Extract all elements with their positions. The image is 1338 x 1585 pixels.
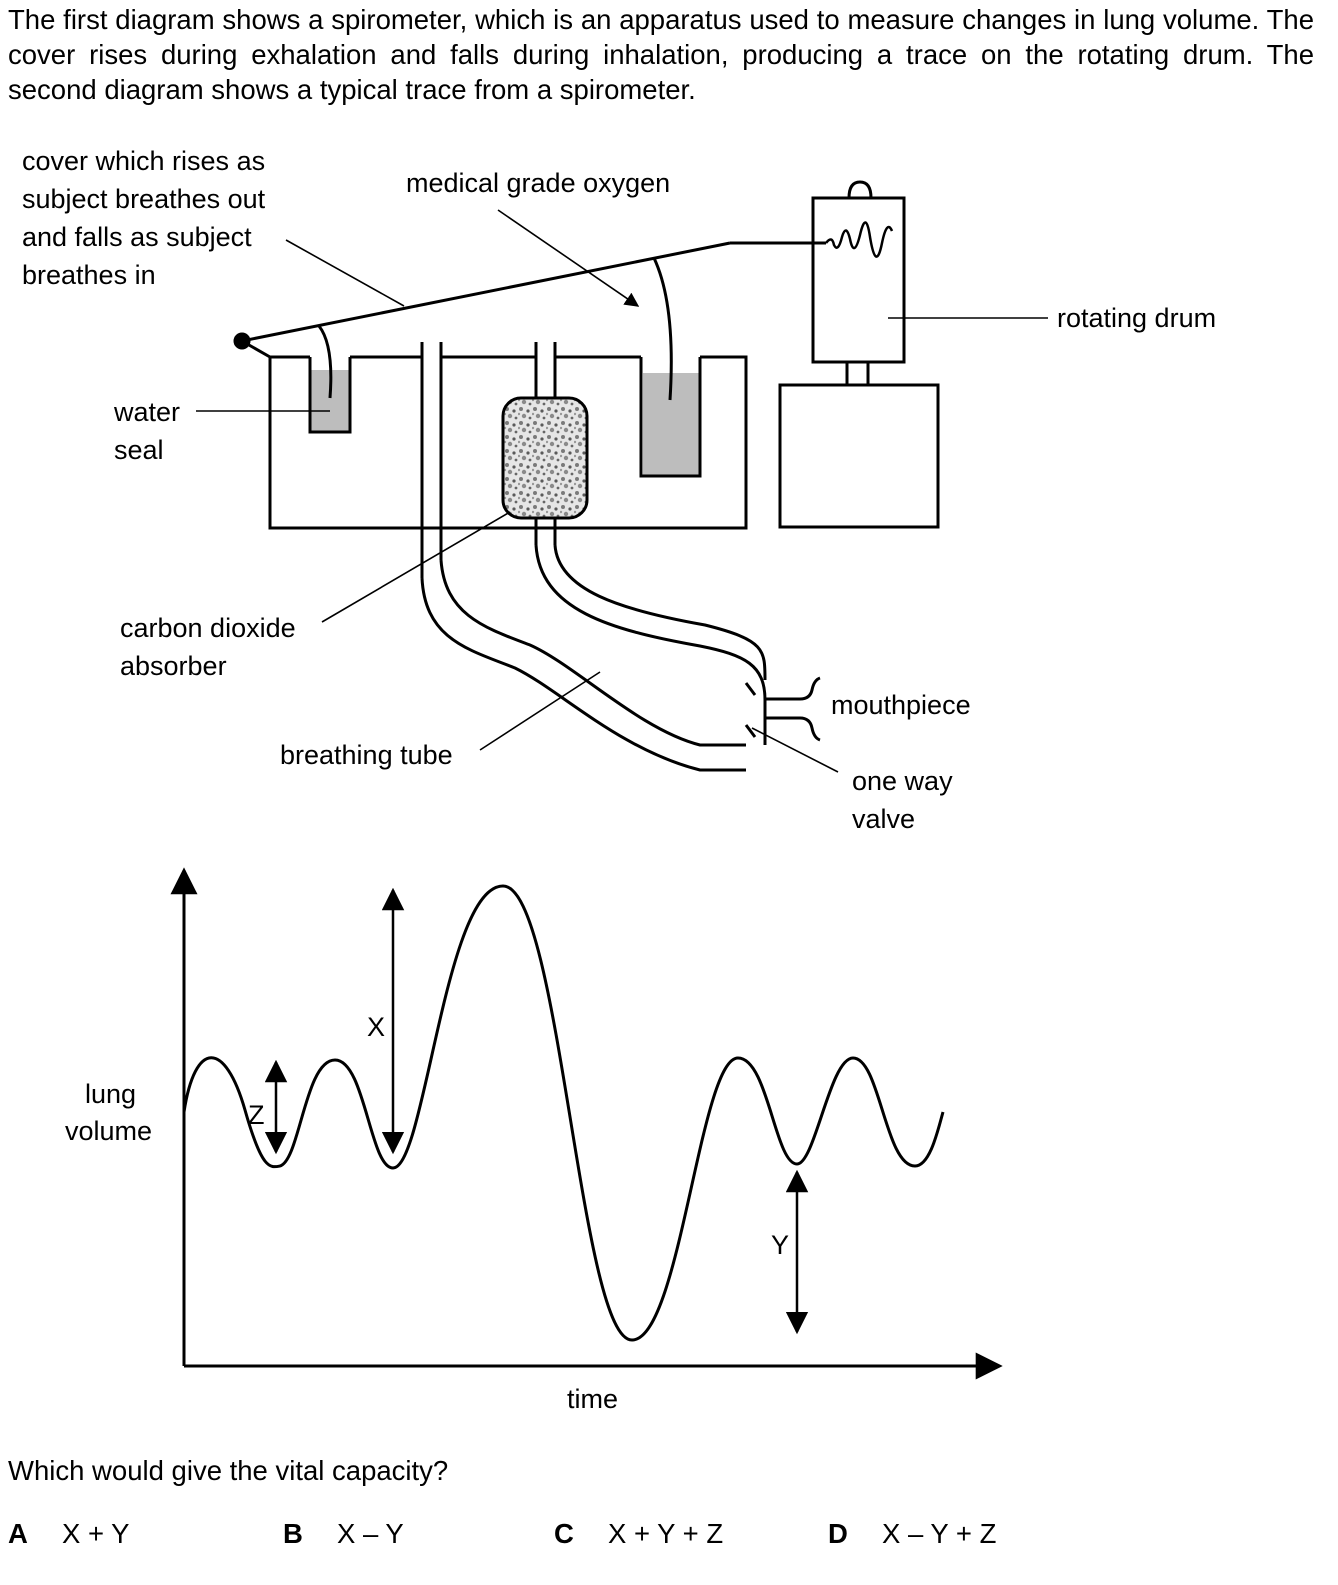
trough-right xyxy=(639,357,702,478)
absorber-label-1: carbon dioxide xyxy=(120,613,296,643)
drum-trace xyxy=(825,221,894,258)
valve-label-1: one way xyxy=(852,766,953,796)
absorber-label-2: absorber xyxy=(120,651,227,681)
volume-trace xyxy=(182,884,945,1342)
question-text: Which would give the vital capacity? xyxy=(8,1455,449,1486)
option-letter: A xyxy=(8,1518,28,1549)
option-letter: D xyxy=(828,1518,848,1549)
seal-label-2: seal xyxy=(114,435,164,465)
tank xyxy=(268,355,748,530)
cover-label-3: and falls as subject xyxy=(22,222,252,252)
one-way-valve-b xyxy=(744,724,757,738)
x-axis-label: time xyxy=(567,1384,618,1414)
option-a[interactable]: A X + Y xyxy=(8,1518,130,1550)
cover-dip-left xyxy=(317,325,333,399)
cover-label-4: breathes in xyxy=(22,260,156,290)
y-axis-label-2: volume xyxy=(65,1116,152,1146)
y-marker-label: Y xyxy=(771,1230,789,1260)
option-letter: C xyxy=(554,1518,574,1549)
option-text: X – Y + Z xyxy=(882,1518,997,1549)
valve-label-2: valve xyxy=(852,804,915,834)
leader-lines xyxy=(196,209,1048,773)
absorber-canister xyxy=(501,396,589,520)
drum-spindle xyxy=(845,360,870,387)
option-text: X + Y + Z xyxy=(608,1518,724,1549)
option-text: X + Y xyxy=(62,1518,130,1549)
drum-label: rotating drum xyxy=(1057,303,1216,333)
spirometer-diagram xyxy=(233,180,940,772)
option-d[interactable]: D X – Y + Z xyxy=(828,1518,996,1550)
mouthpiece-flare xyxy=(799,676,821,742)
option-letter: B xyxy=(283,1518,303,1549)
return-tube-inner xyxy=(553,544,767,681)
diagram-labels: cover which rises as subject breathes ou… xyxy=(22,146,1216,834)
option-c[interactable]: C X + Y + Z xyxy=(554,1518,723,1550)
trough-left xyxy=(308,357,352,434)
answer-options: A X + Y B X – Y C X + Y + Z D X – Y + Z xyxy=(8,1518,1328,1558)
breathing-tube-inner xyxy=(439,559,746,747)
oxygen-label: medical grade oxygen xyxy=(406,168,670,198)
option-text: X – Y xyxy=(337,1518,404,1549)
intro-text: The first diagram shows a spirometer, wh… xyxy=(8,4,1314,105)
drum-handle xyxy=(847,180,873,199)
leader-cover xyxy=(285,239,405,307)
figure: cover which rises as subject breathes ou… xyxy=(22,146,1216,1414)
pivot-dot xyxy=(233,332,251,350)
trace-labels: lung volume time X Z Y xyxy=(65,1012,789,1414)
y-axis-label-1: lung xyxy=(85,1079,136,1109)
cover-dip-right xyxy=(652,257,673,401)
trace-graph xyxy=(170,867,1003,1380)
leader-tube xyxy=(479,671,601,751)
seal-label-1: water xyxy=(113,397,180,427)
rotating-drum xyxy=(811,196,906,364)
leader-oxygen xyxy=(497,209,640,307)
leader-valve xyxy=(751,727,839,773)
tube-label: breathing tube xyxy=(280,740,453,770)
return-tube-outer xyxy=(534,544,767,745)
mouthpiece-label: mouthpiece xyxy=(831,690,971,720)
cover-label-2: subject breathes out xyxy=(22,184,266,214)
one-way-valve xyxy=(744,682,757,696)
leader-absorber xyxy=(321,511,511,623)
x-marker-label: X xyxy=(367,1012,385,1042)
z-marker-label: Z xyxy=(248,1100,265,1130)
drum-base xyxy=(778,383,940,529)
breathing-tube-outer xyxy=(420,577,746,772)
cover-label-1: cover which rises as xyxy=(22,146,265,176)
cover-rod xyxy=(241,241,731,343)
